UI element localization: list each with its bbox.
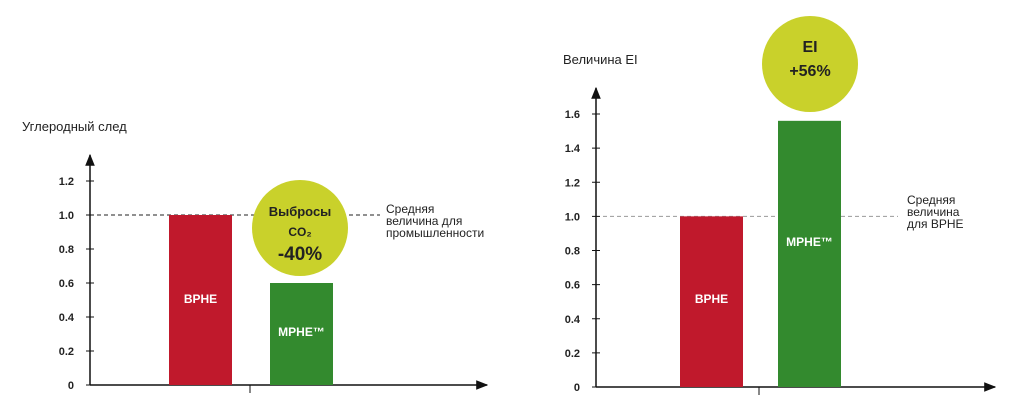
bar-label: BPHE	[695, 292, 728, 306]
y-tick-label: 0.8	[59, 244, 74, 256]
y-tick-label: 1.2	[59, 176, 74, 188]
bubble-text: EI	[802, 39, 817, 56]
y-tick-label: 0	[574, 382, 580, 394]
highlight-bubble	[252, 180, 348, 276]
bar-label: MPHE™	[278, 325, 325, 339]
y-tick-label: 1.6	[565, 109, 580, 121]
y-tick-label: 0.4	[565, 314, 581, 326]
y-tick-label: 0	[68, 380, 74, 392]
reference-label: Средняя	[907, 193, 955, 207]
bar-bphe	[680, 216, 743, 387]
y-tick-label: 0.2	[565, 348, 580, 360]
y-axis-label: Углеродный след	[22, 119, 127, 134]
bubble-text: CO₂	[288, 225, 311, 239]
bubble-text: -40%	[278, 244, 322, 265]
reference-label: Средняя	[386, 202, 434, 216]
bar-bphe	[169, 215, 232, 385]
reference-label: для BPHE	[907, 217, 964, 231]
bar-mphe	[778, 120, 841, 387]
y-tick-label: 1.2	[565, 177, 580, 189]
y-tick-label: 0.4	[59, 312, 75, 324]
reference-label: величина для	[386, 214, 462, 228]
y-tick-label: 0.2	[59, 346, 74, 358]
bar-label: BPHE	[184, 292, 217, 306]
y-tick-label: 1.0	[565, 211, 580, 223]
y-axis-label: Величина EI	[563, 52, 638, 67]
y-tick-label: 1.0	[59, 210, 74, 222]
bubble-text: +56%	[789, 63, 830, 80]
y-tick-label: 1.4	[565, 143, 581, 155]
bar-mphe	[270, 283, 333, 385]
y-tick-label: 0.6	[59, 278, 74, 290]
reference-label: величина	[907, 205, 960, 219]
reference-label: промышленности	[386, 226, 484, 240]
y-tick-label: 0.8	[565, 246, 580, 258]
highlight-bubble	[762, 16, 858, 112]
y-tick-label: 0.6	[565, 280, 580, 292]
bar-label: MPHE™	[786, 235, 833, 249]
bubble-text: Выбросы	[269, 204, 332, 219]
